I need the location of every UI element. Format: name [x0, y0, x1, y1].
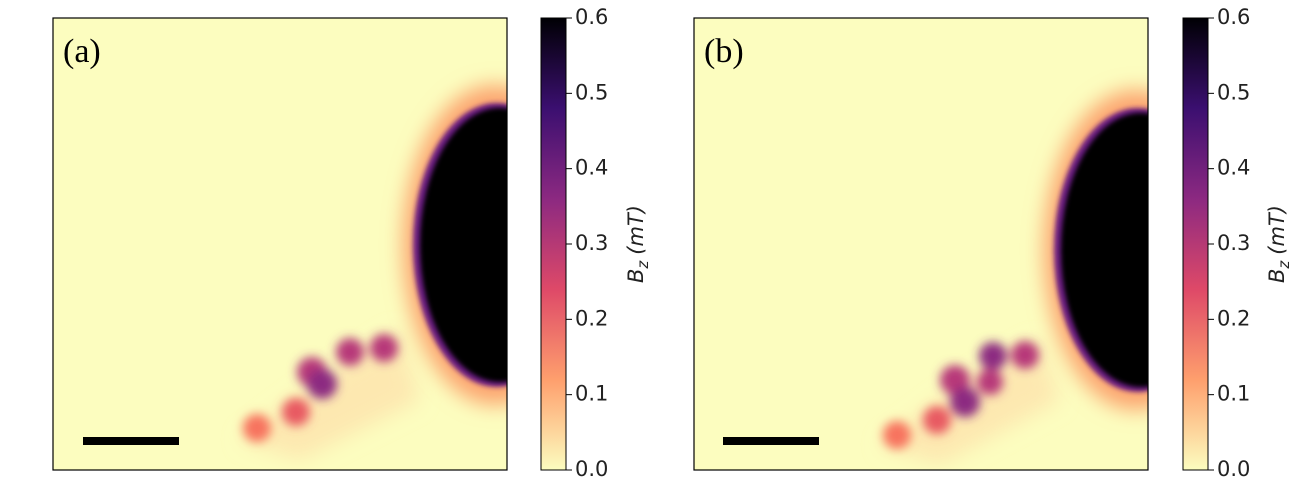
panel-title: (a)	[63, 33, 101, 70]
scale-bar	[723, 437, 819, 445]
colorbar	[1182, 17, 1209, 471]
label-symbol: B	[624, 269, 648, 283]
colorbar-tick-label: 0.6	[1217, 5, 1250, 29]
label-subscript: z	[634, 260, 652, 270]
colorbar-tick-label: 0.5	[575, 80, 608, 104]
colorbar-tick-label: 0.0	[1217, 457, 1250, 481]
colorbar-tick-label: 0.0	[575, 457, 608, 481]
label-unit: (mT)	[624, 205, 648, 255]
colorbar-tick-label: 0.3	[575, 231, 608, 255]
colorbar-label: Bz (mT)	[1265, 205, 1293, 283]
colorbar-tick-label: 0.3	[1217, 231, 1250, 255]
field-image	[53, 18, 507, 470]
colorbar-tick-label: 0.1	[1217, 382, 1250, 406]
colorbar-label: Bz (mT)	[624, 205, 652, 283]
colorbar-tick-label: 0.5	[1217, 80, 1250, 104]
scale-bar	[83, 437, 179, 445]
colorbar-tick-label: 0.4	[1217, 156, 1250, 180]
colorbar-tick-label: 0.6	[575, 5, 608, 29]
label-symbol: B	[1265, 269, 1289, 283]
colorbar-tick-label: 0.1	[575, 382, 608, 406]
colorbar-tick-label: 0.2	[1217, 306, 1250, 330]
label-unit: (mT)	[1265, 205, 1289, 255]
panel-title: (b)	[704, 33, 744, 70]
label-subscript: z	[1275, 260, 1293, 270]
colorbar-tick-label: 0.4	[575, 156, 608, 180]
field-image	[694, 18, 1148, 470]
colorbar-tick-label: 0.2	[575, 306, 608, 330]
image-frame	[693, 17, 1149, 471]
colorbar	[540, 17, 567, 471]
image-frame	[52, 17, 508, 471]
